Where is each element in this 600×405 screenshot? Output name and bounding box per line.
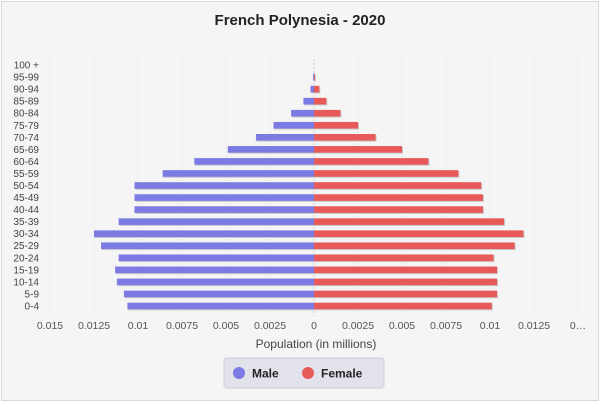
y-axis-labels: 0-45-910-1415-1920-2425-2930-3435-3940-4…: [13, 61, 39, 313]
x-tick-label: 0.0075: [166, 320, 198, 332]
y-tick-label: 45-49: [13, 193, 39, 204]
x-tick-label: 0.0125: [78, 320, 110, 332]
bar-female[interactable]: [314, 146, 402, 153]
legend-item-female[interactable]: Female: [302, 367, 363, 381]
bar-male[interactable]: [255, 133, 314, 141]
legend-female-swatch: [302, 367, 314, 379]
bar-male[interactable]: [101, 242, 314, 250]
bar-male[interactable]: [194, 158, 314, 165]
y-tick-label: 55-59: [13, 169, 39, 180]
bar-male[interactable]: [291, 109, 314, 117]
chart-title: French Polynesia - 2020: [215, 12, 386, 29]
bar-male[interactable]: [118, 218, 314, 225]
y-tick-label: 5-9: [25, 289, 40, 300]
bar-female[interactable]: [314, 121, 358, 129]
bar-male[interactable]: [273, 121, 314, 129]
x-tick-label: 0.0025: [342, 320, 374, 332]
x-tick-label: 0.005: [213, 320, 239, 332]
x-tick-label: 0.015: [37, 320, 63, 332]
legend-item-male[interactable]: Male: [233, 367, 279, 381]
bar-female[interactable]: [314, 278, 498, 286]
bar-female[interactable]: [314, 133, 376, 141]
bar-male[interactable]: [116, 278, 314, 286]
x-tick-label: 0.0075: [430, 320, 462, 332]
y-tick-label: 60-64: [13, 157, 39, 168]
y-tick-label: 35-39: [13, 217, 39, 228]
bar-female[interactable]: [314, 97, 327, 105]
bar-female[interactable]: [314, 73, 315, 81]
x-tick-label: 0.01: [480, 320, 501, 332]
bar-female[interactable]: [314, 182, 482, 189]
y-tick-label: 30-34: [13, 229, 39, 240]
y-tick-label: 90-94: [13, 85, 39, 96]
x-tick-label: 0.0025: [254, 320, 286, 332]
bar-male[interactable]: [115, 266, 315, 274]
y-tick-label: 40-44: [13, 205, 39, 216]
bar-female[interactable]: [314, 230, 524, 238]
bars: [94, 73, 524, 310]
y-tick-label: 50-54: [13, 181, 39, 192]
x-tick-label: 0.01: [128, 320, 149, 332]
bar-male[interactable]: [227, 146, 314, 153]
x-axis-labels: 0.015 0.0125 0.01 0.0075 0.005 0.0025 0 0.0025 0…: [37, 320, 586, 332]
bar-male[interactable]: [313, 73, 314, 81]
y-tick-label: 70-74: [13, 133, 39, 144]
legend-male-swatch: [233, 367, 245, 379]
y-tick-label: 80-84: [13, 109, 39, 120]
y-tick-label: 15-19: [13, 265, 39, 276]
bar-female[interactable]: [314, 85, 320, 93]
bar-female[interactable]: [314, 290, 498, 298]
legend-male-label: Male: [252, 367, 279, 381]
bar-male[interactable]: [94, 230, 314, 238]
x-tick-label: 0: [311, 320, 317, 332]
legend-female-label: Female: [321, 367, 363, 381]
bar-male[interactable]: [123, 290, 314, 298]
x-tick-label: 0.0125: [518, 320, 550, 332]
bar-female[interactable]: [314, 158, 429, 165]
bar-female[interactable]: [314, 302, 492, 310]
bar-female[interactable]: [314, 254, 494, 262]
y-tick-label: 10-14: [13, 277, 39, 288]
bar-male[interactable]: [310, 85, 314, 93]
y-tick-label: 25-29: [13, 241, 39, 252]
y-tick-label: 65-69: [13, 145, 39, 156]
bar-female[interactable]: [314, 242, 515, 250]
y-tick-label: 75-79: [13, 121, 39, 132]
y-tick-label: 100 +: [14, 61, 39, 72]
bar-female[interactable]: [314, 218, 505, 225]
bar-female[interactable]: [314, 109, 341, 117]
bar-female[interactable]: [314, 170, 459, 177]
bar-male[interactable]: [134, 194, 314, 201]
x-tick-label: 0.005: [389, 320, 415, 332]
bar-male[interactable]: [118, 254, 314, 262]
bar-male[interactable]: [162, 170, 314, 177]
bar-male[interactable]: [303, 97, 314, 105]
bar-male[interactable]: [134, 182, 314, 189]
population-pyramid-chart: French Polynesia - 2020 0-45-910-1415-19…: [13, 12, 586, 389]
bar-female[interactable]: [314, 266, 498, 274]
bar-male[interactable]: [127, 302, 314, 310]
bar-female[interactable]: [314, 206, 483, 213]
bar-female[interactable]: [314, 194, 483, 201]
y-tick-label: 20-24: [13, 253, 39, 264]
y-tick-label: 85-89: [13, 97, 39, 108]
x-tick-label: 0…: [570, 320, 586, 332]
legend: Male Female: [223, 357, 385, 389]
x-axis-title: Population (in millions): [256, 337, 377, 351]
y-tick-label: 0-4: [25, 301, 40, 312]
bar-male[interactable]: [134, 206, 314, 213]
y-tick-label: 95-99: [13, 73, 39, 84]
